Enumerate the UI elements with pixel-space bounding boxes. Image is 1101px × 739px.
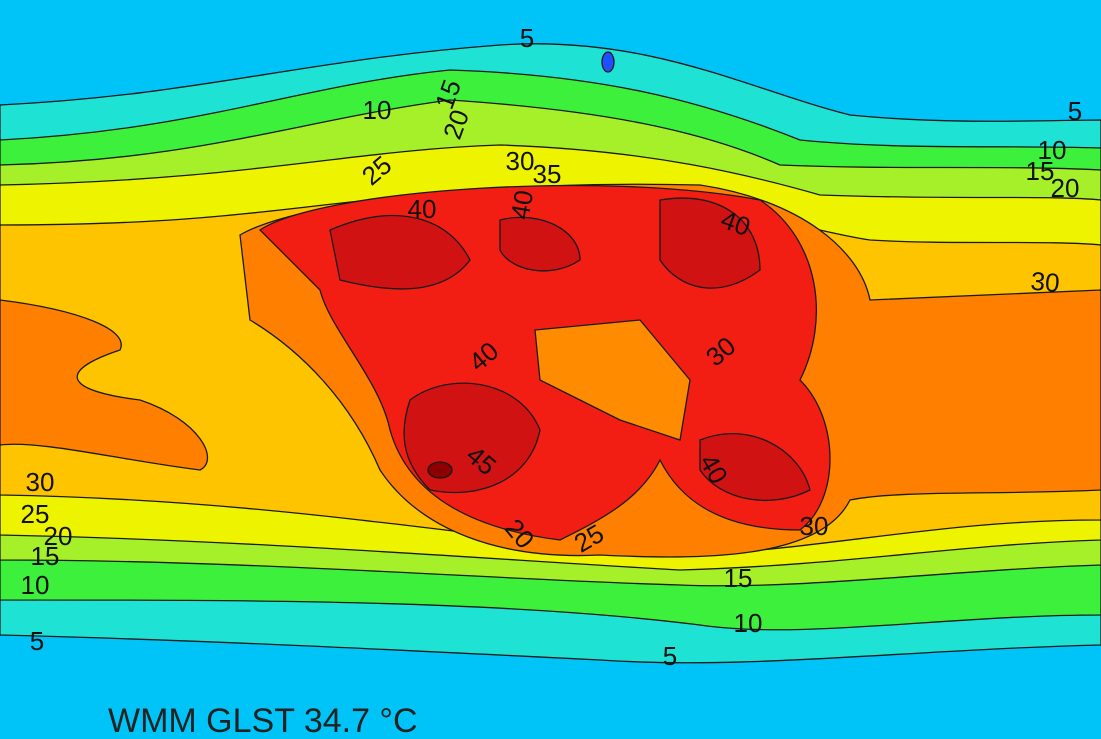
contour-label: 30	[26, 467, 55, 497]
contour-label: 5	[30, 626, 44, 656]
contour-label: 30	[506, 146, 535, 176]
cold-spot	[601, 51, 615, 73]
contour-label: 40	[408, 194, 437, 224]
contour-label: 5	[663, 641, 677, 671]
hottest-region	[427, 461, 453, 479]
contour-label: 15	[1026, 156, 1055, 186]
contour-label: 5	[1068, 96, 1082, 126]
interior-hole	[534, 319, 691, 441]
contour-label: 15	[31, 541, 60, 571]
hot-region	[699, 433, 811, 502]
contour-label: 10	[21, 570, 50, 600]
hot-region	[659, 197, 761, 289]
hot-region	[329, 214, 471, 290]
contour-label: 25	[21, 499, 50, 529]
contour-label: 20	[44, 521, 73, 551]
contour-label: 20	[1051, 173, 1080, 203]
contour-label: 5	[520, 23, 534, 53]
contour-label: 10	[1038, 135, 1067, 165]
contour-label: 30	[800, 511, 829, 541]
contour-label: 35	[533, 159, 562, 189]
hot-region	[499, 216, 581, 272]
band-30-ocean	[0, 299, 209, 471]
contour-label: 30	[1029, 266, 1060, 298]
contour-label: 40	[505, 188, 540, 222]
contour-label: 10	[363, 95, 392, 125]
caption: WMM GLST 34.7 °C	[108, 702, 418, 739]
contour-label: 10	[734, 608, 763, 638]
contour-label: 15	[724, 563, 753, 593]
